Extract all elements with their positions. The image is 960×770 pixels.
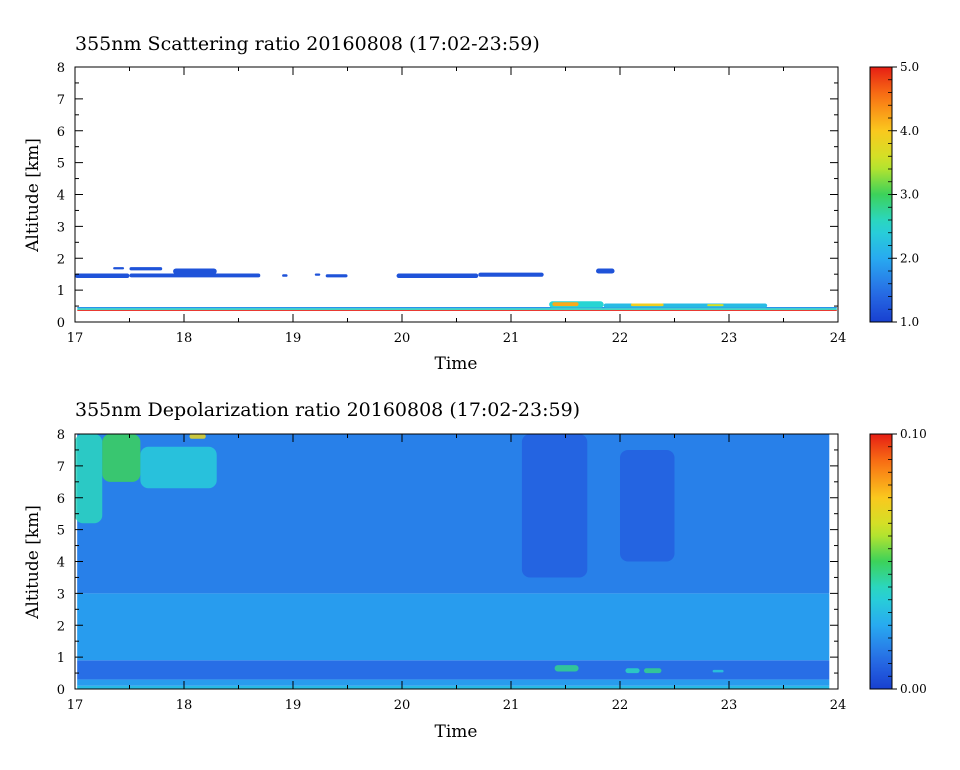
y-tick-label: 7: [57, 93, 65, 108]
y-axis-label-depolarization: Altitude [km]: [23, 505, 43, 620]
x-axis-label-scattering: Time: [435, 354, 478, 374]
heatmap-feature: [113, 267, 125, 270]
x-tick-label: 17: [67, 698, 84, 713]
heatmap-feature: [314, 273, 321, 276]
chart-depolarization-ratio: 355nm Depolarization ratio 20160808 (17:…: [23, 399, 927, 742]
heatmap-feature: [140, 446, 217, 489]
background-band: [77, 685, 830, 689]
heatmap-feature: [521, 434, 588, 578]
y-tick-label: 1: [57, 651, 65, 666]
y-tick-label: 0: [57, 683, 65, 698]
x-tick-label: 18: [176, 698, 193, 713]
heatmap-feature: [325, 274, 348, 278]
x-tick-label: 24: [830, 331, 847, 346]
chart-scattering-ratio: 355nm Scattering ratio 20160808 (17:02-2…: [23, 33, 919, 374]
y-tick-label: 8: [57, 61, 65, 76]
plot-area-scattering: [75, 267, 837, 311]
y-tick-label: 1: [57, 284, 65, 299]
y-tick-label: 7: [57, 460, 65, 475]
x-tick-label: 22: [612, 698, 629, 713]
x-tick-label: 19: [285, 331, 302, 346]
y-tick-label: 5: [57, 157, 65, 172]
chart-title-depolarization: 355nm Depolarization ratio 20160808 (17:…: [75, 399, 580, 421]
colorbar-scattering: 1.0 2.0 3.0 4.0 5.0: [869, 60, 919, 329]
heatmap-feature: [625, 668, 640, 674]
heatmap-feature: [707, 304, 724, 307]
x-tick-label: 21: [503, 698, 520, 713]
colorbar-tick-label: 0.00: [900, 682, 927, 696]
background-band: [77, 660, 830, 680]
heatmap-feature: [75, 434, 103, 524]
background-band: [77, 679, 830, 686]
x-tick-label: 20: [394, 331, 411, 346]
heatmap-feature: [643, 668, 662, 674]
x-tick-label: 23: [721, 698, 738, 713]
heatmap-feature: [552, 302, 579, 307]
x-tick-label: 17: [67, 331, 84, 346]
y-tick-label: 2: [57, 619, 65, 634]
background-band: [77, 593, 830, 661]
y-tick-label: 6: [57, 125, 65, 140]
x-tick-label: 20: [394, 698, 411, 713]
heatmap-feature: [603, 303, 768, 308]
heatmap-feature: [596, 268, 615, 274]
colorbar-tick-label: 5.0: [900, 60, 919, 74]
x-axis-label-depolarization: Time: [435, 722, 478, 742]
colorbar-depolarization: 0.00 0.10: [869, 427, 927, 696]
plot-area-depolarization: [75, 434, 830, 689]
y-tick-label: 3: [57, 587, 65, 602]
y-tick-label: 2: [57, 252, 65, 267]
colorbar-tick-label: 4.0: [900, 124, 919, 138]
heatmap-feature: [396, 273, 479, 279]
heatmap-feature: [478, 272, 544, 277]
x-tick-label: 19: [285, 698, 302, 713]
heatmap-feature: [282, 274, 288, 277]
y-tick-label: 6: [57, 492, 65, 507]
y-tick-label: 0: [57, 316, 65, 331]
heatmap-feature: [75, 273, 130, 279]
heatmap-feature: [129, 267, 163, 271]
colorbar-tick-label: 1.0: [900, 315, 919, 329]
heatmap-feature: [712, 669, 724, 673]
heatmap-feature: [554, 665, 579, 672]
y-tick-label: 4: [57, 189, 65, 204]
heatmap-feature: [129, 273, 261, 278]
x-tick-label: 22: [612, 331, 629, 346]
colorbar-tick-label: 2.0: [900, 251, 919, 265]
plot-frame: [74, 66, 839, 323]
heatmap-feature: [77, 308, 837, 310]
heatmap-feature: [102, 434, 141, 482]
y-tick-label: 3: [57, 220, 65, 235]
y-tick-label: 5: [57, 524, 65, 539]
x-tick-label: 24: [830, 698, 847, 713]
heatmap-feature: [189, 434, 206, 439]
y-tick-label: 8: [57, 428, 65, 443]
chart-title-scattering: 355nm Scattering ratio 20160808 (17:02-2…: [75, 33, 540, 55]
y-axis-label-scattering: Altitude [km]: [23, 138, 43, 253]
x-tick-label: 23: [721, 331, 738, 346]
x-tick-label: 18: [176, 331, 193, 346]
y-tick-label: 4: [57, 556, 65, 571]
x-tick-label: 21: [503, 331, 520, 346]
heatmap-feature: [173, 268, 217, 275]
heatmap-feature: [620, 449, 675, 562]
colorbar-tick-label: 3.0: [900, 188, 919, 202]
heatmap-feature: [77, 309, 837, 311]
colorbar-tick-label: 0.10: [900, 427, 927, 441]
heatmap-feature: [630, 303, 664, 307]
